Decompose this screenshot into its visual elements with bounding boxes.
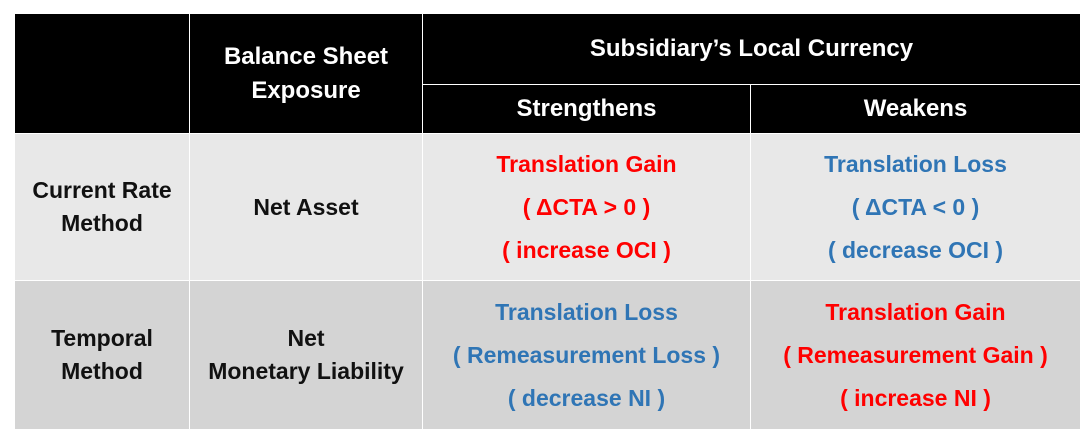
- exposure-line1: Net: [287, 325, 325, 351]
- effect-line2: ( Remeasurement Gain ): [783, 341, 1048, 368]
- header-exposure-line2: Exposure: [251, 76, 361, 104]
- effect-line2: ( Remeasurement Loss ): [452, 341, 721, 368]
- effect-line3: ( decrease OCI ): [827, 236, 1004, 263]
- header-weakens: Weakens: [749, 84, 1082, 134]
- effect-line3: ( increase NI ): [840, 384, 991, 411]
- header-exposure-cell: Balance Sheet Exposure: [189, 13, 423, 134]
- method-cell: Current Rate Method: [14, 133, 190, 281]
- exposure-cell: Net Monetary Liability: [189, 280, 423, 430]
- header-row-top: Balance Sheet Exposure Subsidiary’s Loca…: [14, 13, 1082, 134]
- strengthens-effect-cell: Translation Loss ( Remeasurement Loss ) …: [422, 280, 751, 430]
- effect-line3: ( increase OCI ): [502, 236, 671, 263]
- method-cell: Temporal Method: [14, 280, 190, 430]
- table-row-temporal: Temporal Method Net Monetary Liability T…: [14, 280, 1082, 430]
- effect-line2: ( ΔCTA < 0 ): [851, 193, 980, 220]
- translation-methods-table: Balance Sheet Exposure Subsidiary’s Loca…: [14, 13, 1082, 430]
- method-line1: Current Rate: [32, 177, 172, 203]
- header-strengthens: Strengthens: [422, 84, 751, 134]
- effect-line3: ( decrease NI ): [507, 384, 666, 411]
- effect-line1: Translation Loss: [824, 150, 1007, 177]
- header-exposure-line1: Balance Sheet: [223, 42, 389, 70]
- weakens-effect-cell: Translation Loss ( ΔCTA < 0 ) ( decrease…: [749, 133, 1082, 281]
- weakens-effect-cell: Translation Gain ( Remeasurement Gain ) …: [749, 280, 1082, 430]
- header-row-bottom: Strengthens Weakens: [15, 84, 1082, 134]
- table-row-current-rate: Current Rate Method Net Asset Translatio…: [14, 133, 1082, 281]
- header-corner-cell: [14, 13, 190, 134]
- method-line1: Temporal: [51, 325, 153, 351]
- method-line2: Method: [61, 358, 143, 384]
- effect-line1: Translation Loss: [495, 298, 678, 325]
- exposure-line2: Monetary Liability: [208, 358, 404, 384]
- strengthens-effect-cell: Translation Gain ( ΔCTA > 0 ) ( increase…: [422, 133, 751, 281]
- translation-methods-table-container: Balance Sheet Exposure Subsidiary’s Loca…: [14, 13, 1082, 430]
- effect-line1: Translation Gain: [825, 298, 1006, 325]
- method-line2: Method: [61, 210, 143, 236]
- exposure-line1: Net Asset: [253, 193, 359, 220]
- effect-line1: Translation Gain: [496, 150, 677, 177]
- effect-line2: ( ΔCTA > 0 ): [522, 193, 651, 220]
- exposure-cell: Net Asset: [189, 133, 423, 281]
- header-currency-group: Subsidiary’s Local Currency: [421, 13, 1082, 85]
